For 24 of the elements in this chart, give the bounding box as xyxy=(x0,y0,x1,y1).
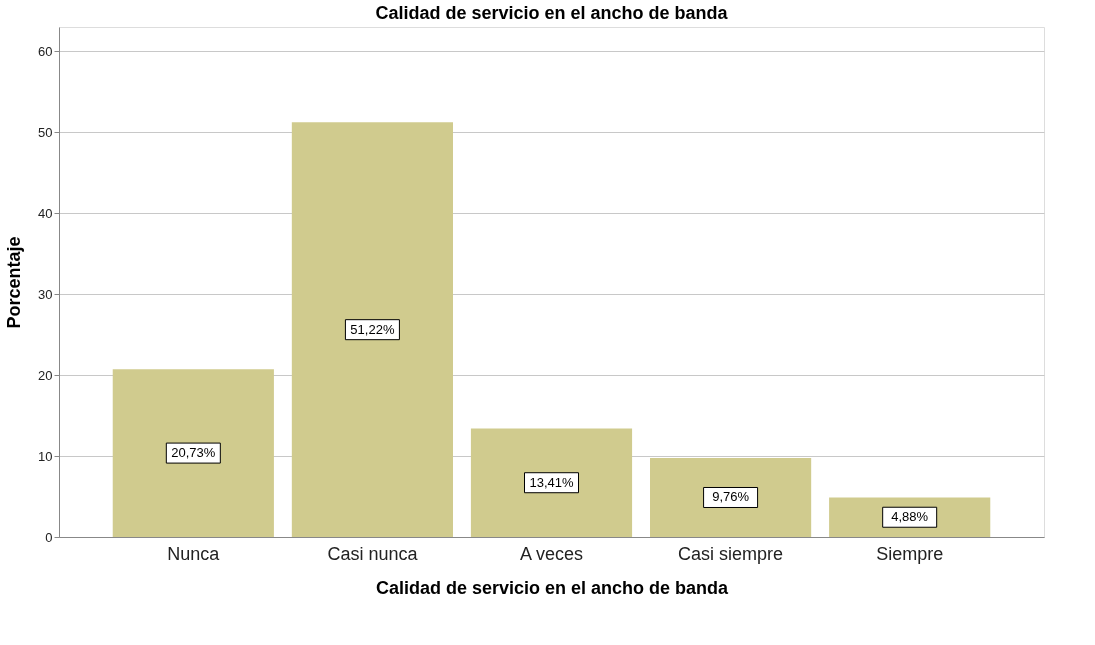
bar xyxy=(112,369,274,537)
x-tick-label: A veces xyxy=(519,543,584,564)
data-label: 51,22% xyxy=(350,321,395,337)
data-label: 4,88% xyxy=(891,509,929,525)
data-label: 20,73% xyxy=(171,445,216,461)
data-label: 13,41% xyxy=(529,474,574,490)
bar xyxy=(291,122,453,537)
y-tick-label: 0 xyxy=(45,529,53,545)
y-tick-label: 20 xyxy=(38,367,53,383)
bar xyxy=(470,428,633,537)
x-tick-label: Nunca xyxy=(167,543,221,564)
data-label: 9,76% xyxy=(712,489,750,505)
y-axis-title: Porcentaje xyxy=(4,236,25,329)
y-tick-label: 30 xyxy=(38,286,53,302)
y-tick-label: 40 xyxy=(38,205,53,221)
x-tick-label: Siempre xyxy=(876,543,944,564)
bar xyxy=(650,457,812,537)
chart-title: Calidad de servicio en el ancho de banda xyxy=(375,3,729,23)
y-tick-label: 60 xyxy=(38,43,53,59)
x-axis-title: Calidad de servicio en el ancho de banda xyxy=(375,577,730,598)
y-tick-label: 50 xyxy=(38,124,53,140)
y-tick-label: 10 xyxy=(38,448,53,464)
x-tick-label: Casi siempre xyxy=(678,543,784,564)
x-tick-label: Casi nunca xyxy=(327,543,419,564)
